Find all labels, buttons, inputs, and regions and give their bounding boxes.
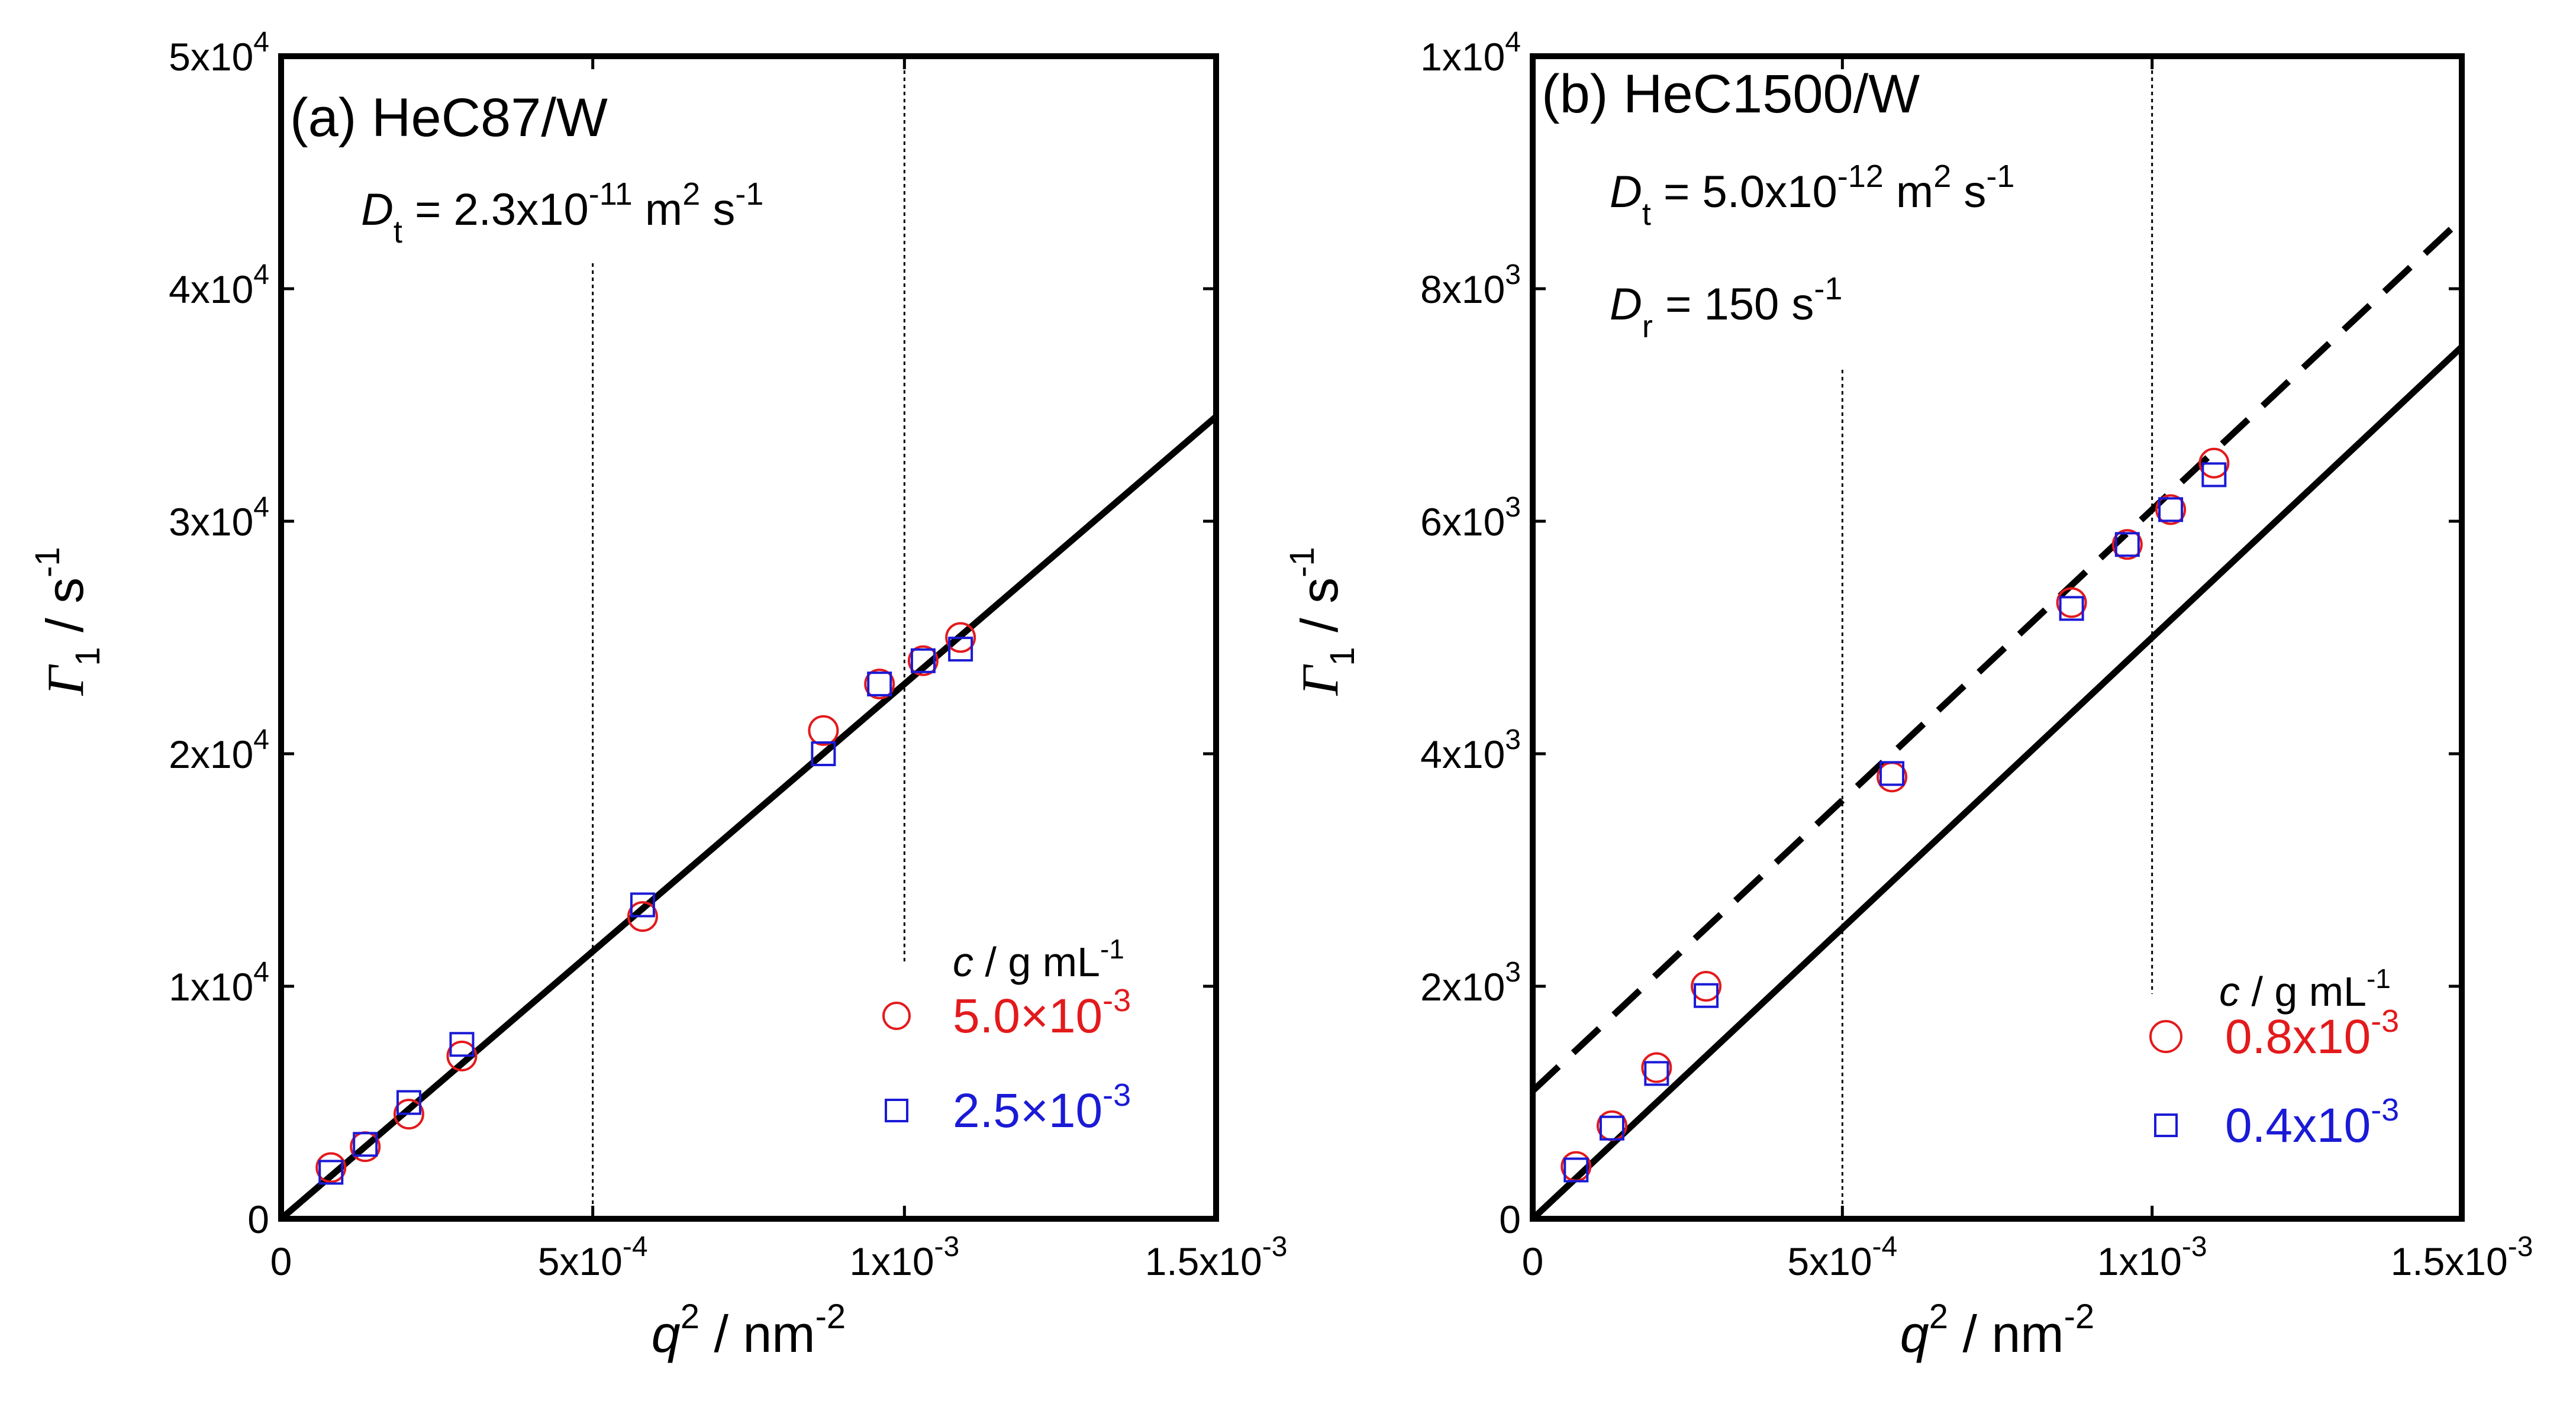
series-squares — [318, 637, 973, 1185]
legend-label: 0.8x10-3 — [2225, 1003, 2399, 1064]
x-tick-label: 1x10-3 — [2097, 1231, 2207, 1283]
plot-frame — [278, 53, 1219, 1222]
y-axis-title: Γ1 / s-1 — [1283, 547, 1362, 696]
plot-frame — [1530, 53, 2465, 1222]
data-point-square — [948, 637, 973, 662]
y-tick-label: 4x103 — [1420, 724, 1521, 776]
data-point-square — [2201, 462, 2227, 488]
data-point-square — [353, 1132, 378, 1157]
data-point-square — [449, 1032, 475, 1057]
y-tick-label: 6x103 — [1420, 492, 1521, 544]
x-tick-label: 5x10-4 — [1787, 1231, 1897, 1283]
series-squares — [1563, 462, 2227, 1183]
data-point-square — [2059, 596, 2084, 621]
data-point-square — [2158, 497, 2184, 522]
x-axis-title: q2 / nm-2 — [1900, 1297, 2094, 1363]
panel-title: (a) HeC87/W — [290, 88, 608, 148]
data-point-square — [1694, 983, 1719, 1008]
data-point-circle — [1691, 971, 1722, 1002]
y-tick-label: 1x104 — [169, 957, 269, 1009]
x-tick-label: 1.5x10-3 — [2391, 1231, 2533, 1283]
legend-marker-square — [885, 1099, 908, 1122]
legend-marker-square — [2154, 1113, 2178, 1137]
data-point-circle — [945, 622, 976, 653]
data-point-circle — [1877, 761, 1908, 793]
legend-title: c / g mL-1 — [953, 934, 1124, 985]
panel-title: (b) HeC1500/W — [1542, 64, 1920, 124]
y-tick-label: 3x104 — [169, 492, 269, 544]
chart-panel-b: 0 5x10-4 1x10-3 1.5x10-3 0 2x103 4x103 6x103 8x1… — [1283, 27, 2533, 1363]
data-point-circle — [627, 901, 658, 932]
data-point-square — [2114, 532, 2140, 557]
data-point-circle — [393, 1099, 424, 1130]
x-tick-label: 5x10-4 — [538, 1231, 648, 1283]
data-point-square — [630, 892, 655, 918]
x-axis-title: q2 / nm-2 — [652, 1297, 846, 1363]
data-point-square — [1879, 761, 1905, 786]
data-point-circle — [1641, 1052, 1672, 1083]
data-point-circle — [2198, 447, 2230, 479]
diffusion-annotation: Dt = 2.3x10-11 m2 s-1 — [361, 176, 763, 250]
fit-line-dashed — [1533, 217, 2462, 1093]
data-point-circle — [315, 1152, 347, 1183]
data-point-square — [396, 1090, 421, 1115]
legend-label: 0.4x10-3 — [2225, 1092, 2399, 1153]
diffusion-annotation: Dt = 5.0x10-12 m2 s-1 — [1610, 159, 2014, 232]
y-tick-label: 8x103 — [1420, 259, 1521, 311]
legend-label: 2.5×10-3 — [953, 1077, 1131, 1138]
data-point-square — [811, 741, 836, 766]
data-point-circle — [2056, 587, 2087, 618]
x-tick-label: 1x10-3 — [849, 1231, 959, 1283]
diffusion-annotation: Dr = 150 s-1 — [1610, 271, 1842, 344]
data-point-circle — [808, 715, 839, 746]
legend-label: 5.0×10-3 — [953, 983, 1131, 1043]
chart-panel-a: 0 5x10-4 1x10-3 1.5x10-3 0 1x104 2x104 3x104 4x1… — [28, 27, 1287, 1363]
data-point-circle — [2111, 529, 2143, 560]
data-point-circle — [864, 669, 895, 700]
legend-marker-circle — [2149, 1020, 2182, 1053]
series-circles — [1561, 447, 2230, 1182]
y-tick-label: 0 — [1499, 1197, 1521, 1241]
data-point-square — [1644, 1061, 1669, 1086]
data-point-square — [910, 648, 936, 673]
series-circles — [315, 622, 976, 1183]
y-tick-label: 4x104 — [169, 259, 269, 311]
data-point-square — [318, 1160, 344, 1185]
y-axis-title: Γ1 / s-1 — [28, 547, 107, 696]
data-point-square — [1599, 1115, 1624, 1141]
data-point-circle — [2155, 494, 2187, 525]
y-tick-label: 5x104 — [169, 27, 269, 79]
legend-marker-circle — [882, 1002, 911, 1030]
y-tick-label: 1x104 — [1420, 27, 1521, 79]
data-point-circle — [446, 1040, 478, 1071]
y-tick-label: 2x103 — [1420, 957, 1521, 1009]
y-tick-label: 2x104 — [169, 724, 269, 776]
fit-line-solid — [1533, 344, 2462, 1219]
x-tick-label: 0 — [270, 1239, 292, 1283]
y-tick-label: 0 — [247, 1197, 269, 1241]
data-point-square — [1563, 1157, 1589, 1183]
fit-line-solid — [281, 414, 1216, 1219]
x-tick-label: 0 — [1522, 1239, 1544, 1283]
legend-title: c / g mL-1 — [2219, 963, 2391, 1015]
data-point-circle — [907, 645, 939, 676]
x-tick-label: 1.5x10-3 — [1145, 1231, 1288, 1283]
data-point-square — [867, 672, 892, 697]
